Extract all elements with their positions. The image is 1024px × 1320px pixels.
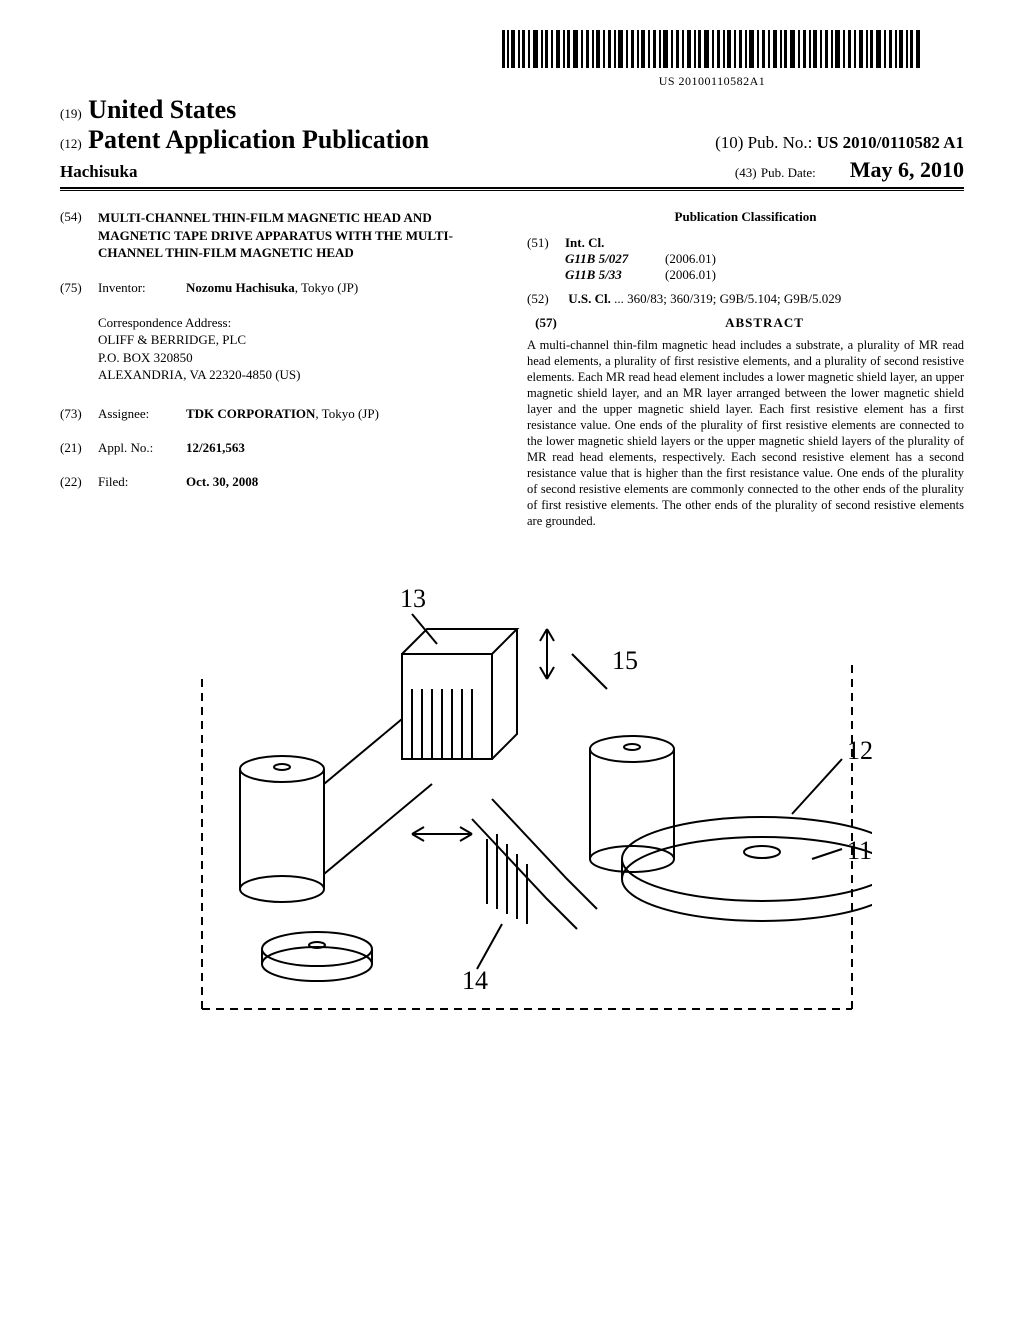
author-name: Hachisuka [60, 162, 137, 182]
header: (19) United States (12) Patent Applicati… [60, 95, 964, 183]
doc-kind: Patent Application Publication [88, 125, 429, 154]
correspondence: Correspondence Address: OLIFF & BERRIDGE… [98, 314, 497, 384]
inventor-value: Nozomu Hachisuka, Tokyo (JP) [186, 280, 497, 296]
pubno-label: Pub. No.: [748, 133, 813, 152]
barcode-graphic [502, 30, 922, 72]
pubclass-header: Publication Classification [527, 209, 964, 225]
abstract-body: A multi-channel thin-film magnetic head … [527, 337, 964, 529]
intcl-code: G11B 5/027 [565, 251, 665, 267]
biblio-columns: (54) MULTI-CHANNEL THIN-FILM MAGNETIC HE… [60, 209, 964, 529]
assignee-loc: , Tokyo (JP) [315, 406, 379, 421]
intcl-block: (51) Int. Cl. G11B 5/027 (2006.01) G11B … [527, 235, 964, 283]
assignee-value: TDK CORPORATION, Tokyo (JP) [186, 406, 497, 422]
invention-title: MULTI-CHANNEL THIN-FILM MAGNETIC HEAD AN… [98, 209, 497, 262]
filed-field: (22) Filed: Oct. 30, 2008 [60, 474, 497, 490]
fig-label-13: 13 [400, 584, 426, 613]
field-num-22: (22) [60, 474, 98, 490]
bottom-spacer [60, 1023, 964, 1063]
uscl-block: (52) U.S. Cl. ... 360/83; 360/319; G9B/5… [527, 291, 964, 307]
assignee-name: TDK CORPORATION [186, 406, 315, 421]
inventor-label: Inventor: [98, 280, 186, 296]
inventor-name: Nozomu Hachisuka [186, 280, 295, 295]
pubdate-label: Pub. Date: [761, 165, 816, 180]
fig-label-12: 12 [847, 736, 872, 765]
uscl-value: ... 360/83; 360/319; G9B/5.104; G9B/5.02… [614, 291, 841, 306]
applno-value: 12/261,563 [186, 440, 497, 456]
figure: 13 15 12 11 14 [60, 559, 964, 1023]
inventor-field: (75) Inventor: Nozomu Hachisuka, Tokyo (… [60, 280, 497, 296]
fig-label-15: 15 [612, 646, 638, 675]
pubdate-value: May 6, 2010 [850, 157, 964, 182]
left-column: (54) MULTI-CHANNEL THIN-FILM MAGNETIC HE… [60, 209, 497, 529]
country: United States [88, 95, 236, 124]
field-num-73: (73) [60, 406, 98, 422]
field-num-57: (57) [527, 315, 565, 331]
field-num-51: (51) [527, 235, 565, 251]
field-num-10: (10) [715, 133, 743, 152]
assignee-label: Assignee: [98, 406, 186, 422]
divider-thin [60, 190, 964, 191]
intcl-row: G11B 5/33 (2006.01) [527, 267, 964, 283]
field-num-21: (21) [60, 440, 98, 456]
field-num-43: (43) [735, 165, 757, 180]
header-line2-right: (10) Pub. No.: US 2010/0110582 A1 [715, 133, 964, 153]
field-num-54: (54) [60, 209, 98, 262]
fig-label-11: 11 [847, 836, 872, 865]
header-line1: (19) United States [60, 95, 964, 125]
intcl-year: (2006.01) [665, 251, 716, 267]
figure-svg: 13 15 12 11 14 [152, 559, 872, 1019]
intcl-year: (2006.01) [665, 267, 716, 283]
corr-line2: P.O. BOX 320850 [98, 349, 497, 367]
intcl-row: G11B 5/027 (2006.01) [527, 251, 964, 267]
field-num-19: (19) [60, 106, 82, 121]
assignee-field: (73) Assignee: TDK CORPORATION, Tokyo (J… [60, 406, 497, 422]
abstract-header: (57) ABSTRACT [527, 315, 964, 331]
pubno: US 2010/0110582 A1 [817, 133, 964, 152]
filed-label: Filed: [98, 474, 186, 490]
pubdate-block: (43) Pub. Date: May 6, 2010 [735, 157, 964, 183]
field-num-12: (12) [60, 136, 82, 151]
divider-thick [60, 187, 964, 189]
inventor-loc: , Tokyo (JP) [295, 280, 359, 295]
field-num-75: (75) [60, 280, 98, 296]
title-field: (54) MULTI-CHANNEL THIN-FILM MAGNETIC HE… [60, 209, 497, 262]
barcode-block: US 20100110582A1 [460, 30, 964, 89]
abstract-label: ABSTRACT [725, 315, 804, 330]
intcl-label: Int. Cl. [565, 235, 655, 251]
intcl-code: G11B 5/33 [565, 267, 665, 283]
corr-line1: OLIFF & BERRIDGE, PLC [98, 331, 497, 349]
uscl-label: U.S. Cl. [568, 291, 611, 306]
barcode-text: US 20100110582A1 [460, 74, 964, 89]
right-column: Publication Classification (51) Int. Cl.… [527, 209, 964, 529]
applno-field: (21) Appl. No.: 12/261,563 [60, 440, 497, 456]
fig-label-14: 14 [462, 966, 488, 995]
corr-label: Correspondence Address: [98, 314, 497, 332]
applno-label: Appl. No.: [98, 440, 186, 456]
corr-line3: ALEXANDRIA, VA 22320-4850 (US) [98, 366, 497, 384]
field-num-52: (52) [527, 291, 565, 307]
filed-value: Oct. 30, 2008 [186, 474, 497, 490]
header-line2-left: (12) Patent Application Publication [60, 125, 429, 155]
